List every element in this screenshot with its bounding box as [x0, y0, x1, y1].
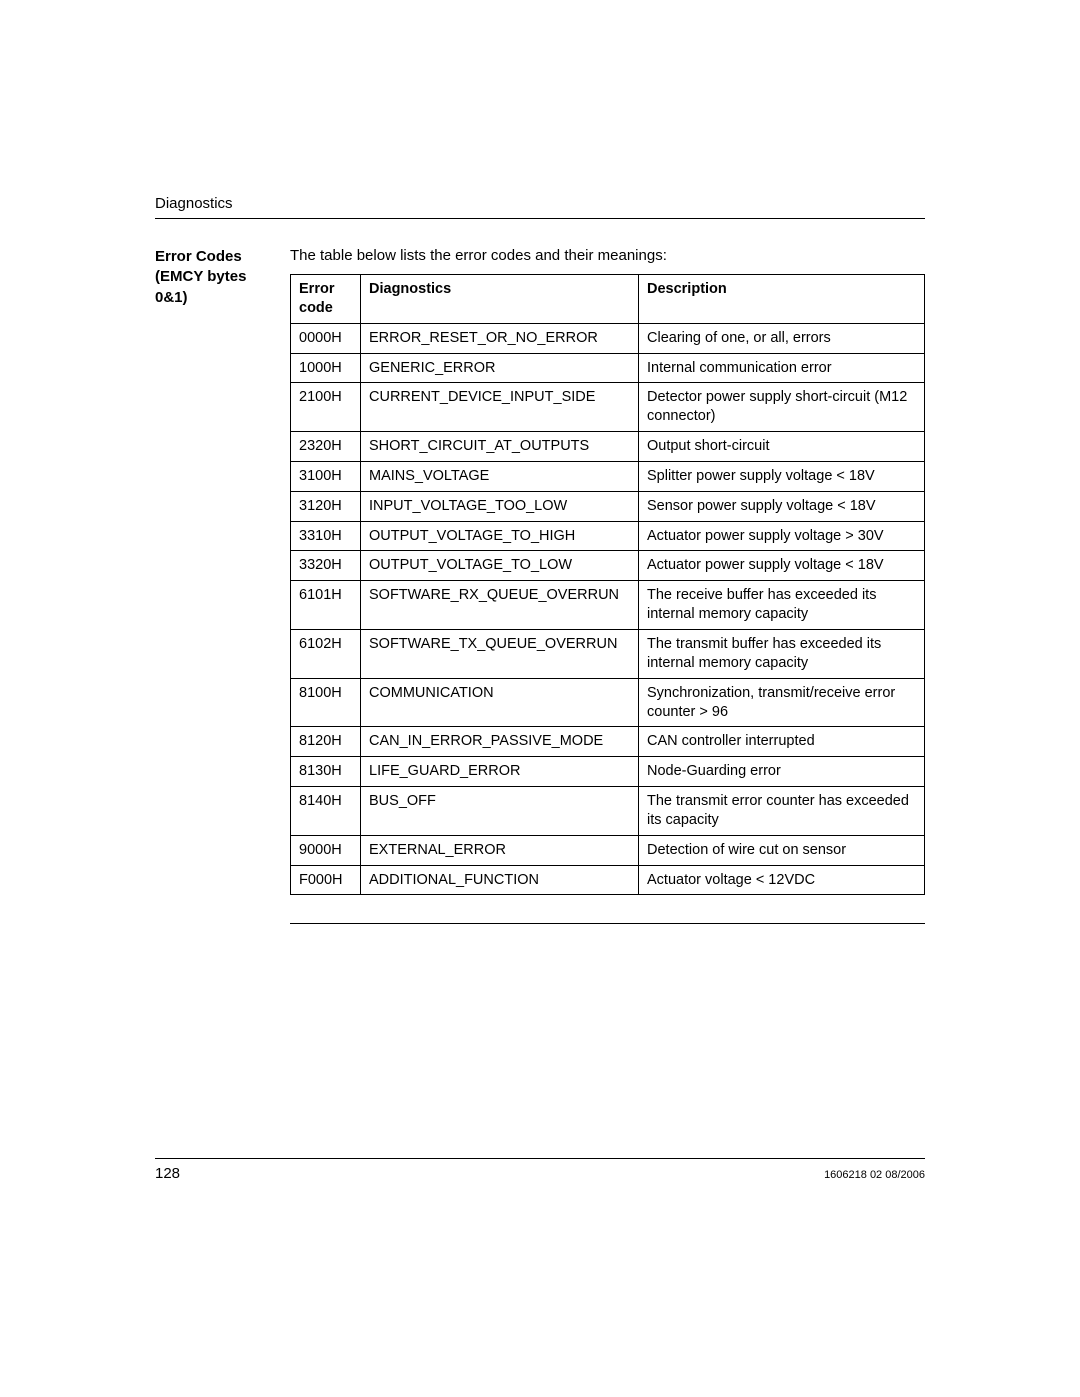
error-codes-table: Error code Diagnostics Description 0000H… — [290, 274, 925, 895]
cell-error-code: 2100H — [291, 383, 361, 432]
table-row: 8130HLIFE_GUARD_ERRORNode-Guarding error — [291, 757, 925, 787]
section-end-rule — [290, 923, 925, 924]
cell-error-code: 8140H — [291, 787, 361, 836]
table-row: F000HADDITIONAL_FUNCTIONActuator voltage… — [291, 865, 925, 895]
cell-description: Detection of wire cut on sensor — [639, 835, 925, 865]
table-row: 8120HCAN_IN_ERROR_PASSIVE_MODECAN contro… — [291, 727, 925, 757]
table-row: 3320HOUTPUT_VOLTAGE_TO_LOWActuator power… — [291, 551, 925, 581]
cell-diagnostics: ADDITIONAL_FUNCTION — [361, 865, 639, 895]
table-row: 6101HSOFTWARE_RX_QUEUE_OVERRUNThe receiv… — [291, 581, 925, 630]
cell-description: Synchronization, transmit/receive error … — [639, 678, 925, 727]
cell-error-code: 6101H — [291, 581, 361, 630]
page-footer: 128 1606218 02 08/2006 — [155, 1158, 925, 1182]
col-header-description: Description — [639, 275, 925, 324]
cell-diagnostics: BUS_OFF — [361, 787, 639, 836]
table-header-row: Error code Diagnostics Description — [291, 275, 925, 324]
table-row: 0000HERROR_RESET_OR_NO_ERRORClearing of … — [291, 323, 925, 353]
cell-diagnostics: OUTPUT_VOLTAGE_TO_LOW — [361, 551, 639, 581]
cell-description: Internal communication error — [639, 353, 925, 383]
cell-error-code: 8130H — [291, 757, 361, 787]
cell-diagnostics: OUTPUT_VOLTAGE_TO_HIGH — [361, 521, 639, 551]
cell-error-code: 1000H — [291, 353, 361, 383]
main-column: The table below lists the error codes an… — [290, 247, 925, 924]
cell-description: Detector power supply short-circuit (M12… — [639, 383, 925, 432]
table-row: 8100HCOMMUNICATIONSynchronization, trans… — [291, 678, 925, 727]
footer-row: 128 1606218 02 08/2006 — [155, 1165, 925, 1182]
cell-description: Actuator voltage < 12VDC — [639, 865, 925, 895]
cell-diagnostics: CURRENT_DEVICE_INPUT_SIDE — [361, 383, 639, 432]
running-header: Diagnostics — [155, 195, 925, 212]
table-row: 2100HCURRENT_DEVICE_INPUT_SIDEDetector p… — [291, 383, 925, 432]
table-row: 6102HSOFTWARE_TX_QUEUE_OVERRUNThe transm… — [291, 629, 925, 678]
table-row: 9000HEXTERNAL_ERRORDetection of wire cut… — [291, 835, 925, 865]
cell-description: The transmit buffer has exceeded its int… — [639, 629, 925, 678]
cell-diagnostics: CAN_IN_ERROR_PASSIVE_MODE — [361, 727, 639, 757]
cell-error-code: 3100H — [291, 461, 361, 491]
col-header-error-code: Error code — [291, 275, 361, 324]
page-number: 128 — [155, 1165, 180, 1182]
cell-diagnostics: INPUT_VOLTAGE_TOO_LOW — [361, 491, 639, 521]
cell-description: The receive buffer has exceeded its inte… — [639, 581, 925, 630]
table-row: 8140HBUS_OFFThe transmit error counter h… — [291, 787, 925, 836]
cell-description: Sensor power supply voltage < 18V — [639, 491, 925, 521]
cell-diagnostics: SOFTWARE_TX_QUEUE_OVERRUN — [361, 629, 639, 678]
cell-diagnostics: SHORT_CIRCUIT_AT_OUTPUTS — [361, 432, 639, 462]
cell-error-code: F000H — [291, 865, 361, 895]
cell-diagnostics: EXTERNAL_ERROR — [361, 835, 639, 865]
section-intro: The table below lists the error codes an… — [290, 247, 925, 264]
cell-error-code: 8120H — [291, 727, 361, 757]
content-row: Error Codes (EMCY bytes 0&1) The table b… — [155, 247, 925, 924]
table-row: 3120HINPUT_VOLTAGE_TOO_LOWSensor power s… — [291, 491, 925, 521]
cell-diagnostics: COMMUNICATION — [361, 678, 639, 727]
cell-diagnostics: GENERIC_ERROR — [361, 353, 639, 383]
cell-description: CAN controller interrupted — [639, 727, 925, 757]
table-row: 1000HGENERIC_ERRORInternal communication… — [291, 353, 925, 383]
cell-diagnostics: SOFTWARE_RX_QUEUE_OVERRUN — [361, 581, 639, 630]
section-side-label: Error Codes (EMCY bytes 0&1) — [155, 247, 290, 308]
cell-description: The transmit error counter has exceeded … — [639, 787, 925, 836]
document-id: 1606218 02 08/2006 — [824, 1169, 925, 1181]
page: Diagnostics Error Codes (EMCY bytes 0&1)… — [0, 0, 1080, 1397]
cell-diagnostics: MAINS_VOLTAGE — [361, 461, 639, 491]
footer-rule — [155, 1158, 925, 1159]
cell-error-code: 0000H — [291, 323, 361, 353]
cell-error-code: 8100H — [291, 678, 361, 727]
cell-diagnostics: ERROR_RESET_OR_NO_ERROR — [361, 323, 639, 353]
cell-error-code: 3310H — [291, 521, 361, 551]
header-rule — [155, 218, 925, 219]
cell-description: Splitter power supply voltage < 18V — [639, 461, 925, 491]
table-row: 3100HMAINS_VOLTAGESplitter power supply … — [291, 461, 925, 491]
table-row: 3310HOUTPUT_VOLTAGE_TO_HIGHActuator powe… — [291, 521, 925, 551]
cell-error-code: 6102H — [291, 629, 361, 678]
table-row: 2320HSHORT_CIRCUIT_AT_OUTPUTSOutput shor… — [291, 432, 925, 462]
cell-description: Actuator power supply voltage > 30V — [639, 521, 925, 551]
cell-description: Clearing of one, or all, errors — [639, 323, 925, 353]
col-header-diagnostics: Diagnostics — [361, 275, 639, 324]
cell-description: Node-Guarding error — [639, 757, 925, 787]
cell-error-code: 2320H — [291, 432, 361, 462]
cell-description: Actuator power supply voltage < 18V — [639, 551, 925, 581]
cell-description: Output short-circuit — [639, 432, 925, 462]
cell-error-code: 3320H — [291, 551, 361, 581]
cell-error-code: 9000H — [291, 835, 361, 865]
cell-diagnostics: LIFE_GUARD_ERROR — [361, 757, 639, 787]
cell-error-code: 3120H — [291, 491, 361, 521]
